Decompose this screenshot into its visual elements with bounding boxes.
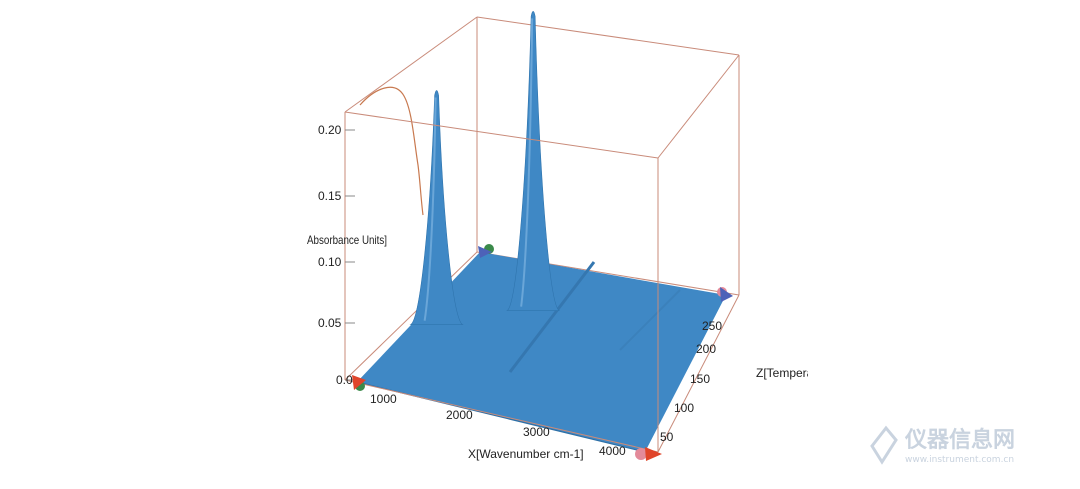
x-axis-title: X[Wavenumber cm-1] [468,447,584,461]
watermark-brand: 仪器信息网 [904,427,1015,453]
surface-ridge [508,261,596,373]
surface [356,11,726,453]
z-tick-label: 100 [674,401,694,415]
watermark-logo-icon [870,425,898,465]
x-tick-label: 3000 [523,425,550,439]
marker-origin-red [352,375,366,390]
absorbance-peak [409,90,464,326]
x-tick-label: 4000 [599,444,626,458]
absorbance-peak [506,11,561,311]
y-axis-title: Absorbance Units] [307,233,387,247]
x-axis-labels: 1000 2000 3000 4000 [370,392,626,458]
y-tick-label: 0.15 [318,189,342,203]
y-tick-label: 0.0 [336,373,353,387]
z-tick-label: 50 [660,430,674,444]
z-tick-label: 200 [696,342,716,356]
temperature-trace [359,86,424,216]
y-axis-labels: 0.20 0.15 0.10 0.05 0.0 [318,123,353,387]
surface-ridge-2 [619,289,681,351]
y-tick-label: 0.20 [318,123,342,137]
watermark-url: www.instrument.com.cn [905,455,1014,465]
box-front-edges [344,54,740,453]
z-tick-label: 150 [690,372,710,386]
watermark: 仪器信息网 www.instrument.com.cn [870,425,1015,465]
peak-highlight [520,18,534,307]
marker-right-blue [720,287,733,302]
x-tick-label: 2000 [446,408,473,422]
y-tick-label: 0.05 [318,316,342,330]
y-axis-ticks [345,129,355,381]
z-axis-labels: 250 200 150 100 50 [660,319,722,444]
marker-front-red [645,447,662,461]
y-tick-label: 0.10 [318,255,342,269]
z-axis-title: Z[Temperature] [756,366,837,380]
marker-front-pink [635,448,647,460]
corner-markers [352,244,733,461]
marker-back-blue [478,246,492,258]
z-tick-label: 250 [702,319,722,333]
x-tick-label: 1000 [370,392,397,406]
peak-highlight [423,97,437,321]
